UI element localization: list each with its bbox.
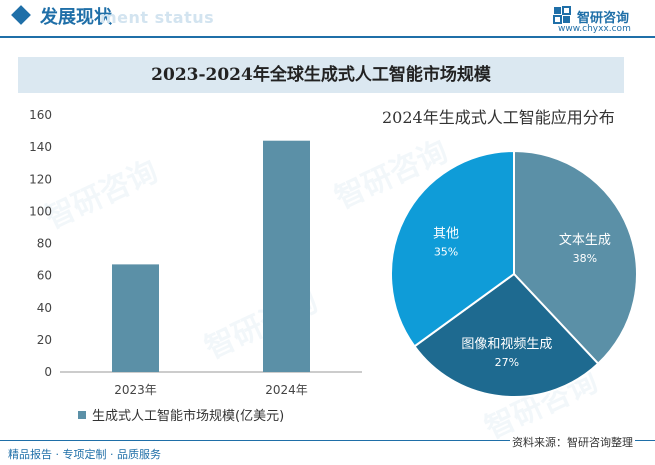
slice-value-label: 38% [573,252,597,265]
y-tick-label: 60 [37,269,52,283]
slice-value-label: 27% [495,356,519,369]
legend-swatch [78,411,86,419]
slice-label: 其他 [433,226,459,241]
diamond-icon [11,5,31,25]
x-tick-label: 2023年 [114,383,157,397]
y-tick-label: 80 [37,237,52,251]
pie-slice [413,272,600,398]
logo-icon [553,6,571,24]
section-title: 发展现状 [40,7,112,28]
x-tick-label: 2024年 [265,383,308,397]
chart-title-band: 2023-2024年全球生成式人工智能市场规模 [18,57,624,93]
y-tick-label: 100 [29,204,52,218]
y-tick-label: 0 [44,365,52,379]
bar-chart: 0 20 40 60 80 100 120 140 160 2023年 2024年生成式人工智能市场… [29,108,362,424]
footer-divider [0,440,655,441]
footer-slogan: 精品报告 · 专项定制 · 品质服务 [8,448,161,461]
pie-slice [390,149,515,348]
slice-label: 文本生成 [559,233,611,248]
logo-url: www.chyxx.com [558,24,631,34]
y-tick-label: 40 [37,301,52,315]
y-tick-label: 120 [29,172,52,186]
pie-slice [513,149,638,366]
pie-chart-title: 2024年生成式人工智能应用分布 [382,108,615,127]
slice-label: 图像和视频生成 [461,337,552,352]
y-tick-label: 140 [29,140,52,154]
header-divider [0,36,655,38]
pie-chart: 文本生成 38% 图像和视频生成 27% 其他 35% [390,149,638,398]
legend-label: 生成式人工智能市场规模(亿美元) [92,408,284,424]
bar [263,140,310,372]
source-note: 资料来源：智研咨询整理 [510,434,635,450]
chart-title: 2023-2024年全球生成式人工智能市场规模 [151,65,491,85]
slice-value-label: 35% [434,245,458,258]
y-tick-label: 20 [37,333,52,347]
bar [112,264,159,372]
page-header: 发展现状 ment status 智研咨询 www.chyxx.com [0,0,655,40]
y-tick-label: 160 [29,108,52,122]
section-subtitle: ment status [100,8,215,27]
logo-text: 智研咨询 [577,11,630,26]
